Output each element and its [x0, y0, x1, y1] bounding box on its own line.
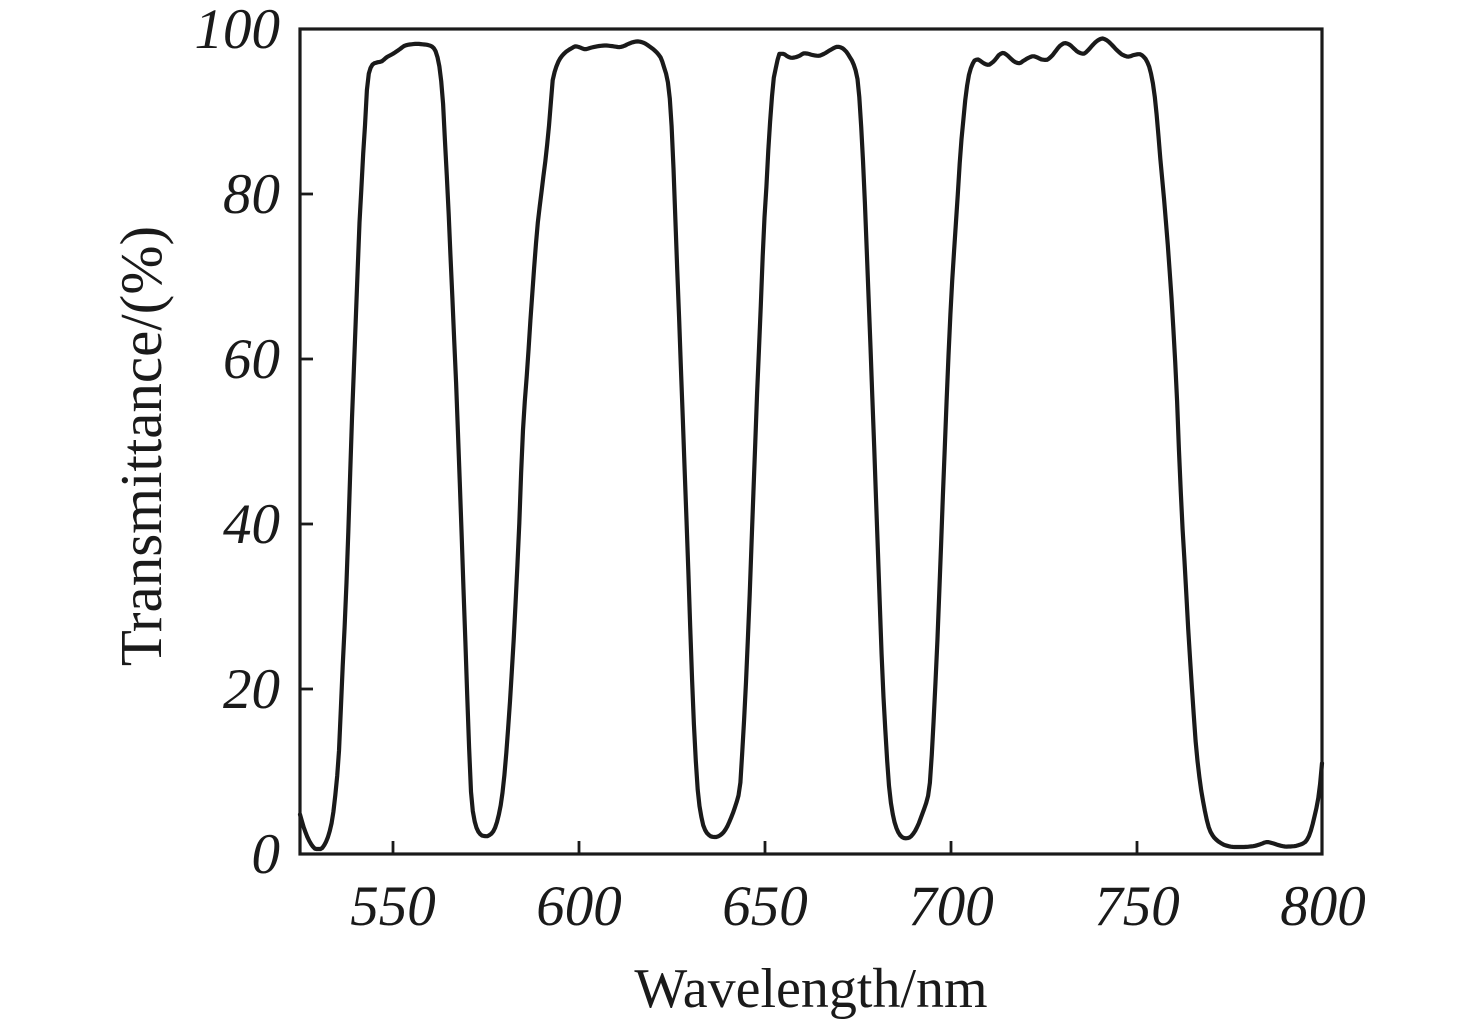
svg-text:0: 0 [252, 823, 281, 886]
svg-text:700: 700 [908, 875, 994, 938]
svg-text:Transmittance/(%): Transmittance/(%) [108, 226, 174, 666]
svg-text:650: 650 [722, 875, 808, 938]
svg-text:80: 80 [223, 163, 280, 226]
svg-text:20: 20 [223, 658, 280, 721]
svg-text:550: 550 [350, 875, 436, 938]
svg-text:60: 60 [223, 328, 280, 391]
svg-text:Wavelength/nm: Wavelength/nm [634, 958, 987, 1020]
svg-text:40: 40 [223, 493, 280, 556]
svg-text:800: 800 [1280, 875, 1366, 938]
svg-text:750: 750 [1094, 875, 1180, 938]
svg-text:600: 600 [536, 875, 622, 938]
svg-text:100: 100 [195, 0, 281, 61]
